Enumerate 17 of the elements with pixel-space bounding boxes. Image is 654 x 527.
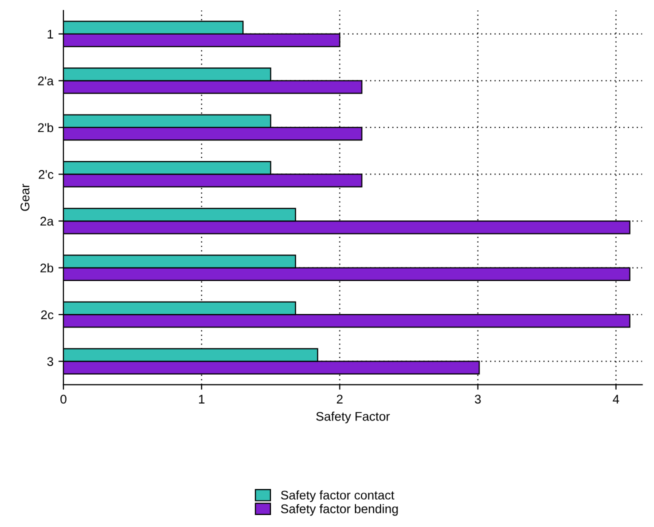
y-tick-label: 2b (40, 263, 54, 272)
y-tick-label: 2'a (38, 76, 54, 86)
x-axis-title: Safety Factor (316, 412, 390, 424)
legend-label: Safety factor contact (281, 490, 394, 502)
y-tick-label: 2'b (38, 122, 54, 132)
y-tick-label: 2c (41, 310, 54, 320)
y-tick-label: 2a (40, 216, 54, 226)
x-tick-label: 0 (60, 394, 66, 404)
x-tick-label: 1 (199, 394, 204, 404)
y-axis-title: Gear (20, 184, 30, 211)
y-tick-label: 3 (47, 357, 54, 366)
x-tick-label: 4 (612, 394, 620, 404)
x-tick-label: 2 (336, 394, 343, 404)
legend-label: Safety factor bending (281, 504, 398, 516)
x-tick-label: 3 (474, 394, 481, 404)
y-tick-label: 2'c (38, 170, 54, 179)
y-tick-label: 1 (48, 30, 54, 38)
